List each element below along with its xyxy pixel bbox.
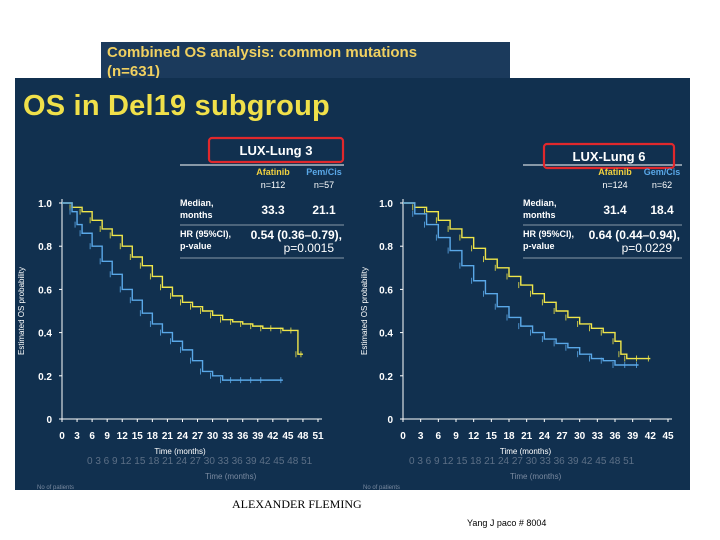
background-slide-title: Combined OS analysis: common mutations (… — [107, 43, 507, 81]
chart1-xtick-label: 42 — [267, 431, 279, 442]
chart1-xtick-label: 6 — [89, 431, 95, 442]
chart1-arm2-median: 21.1 — [312, 203, 336, 217]
chart1-xtick-label: 39 — [252, 431, 264, 442]
chart1-xtick-label: 9 — [104, 431, 110, 442]
chart2-xtick-label: 21 — [521, 431, 533, 442]
chart2-ytick-label: 0.8 — [379, 242, 393, 253]
caption-right: Yang J paco # 8004 — [467, 518, 547, 528]
chart1-arm2-name: Pem/Cis — [306, 167, 342, 177]
chart2-arm2-n: n=62 — [652, 180, 672, 190]
chart2-xtick-label: 0 — [400, 431, 406, 442]
chart2-xtick-label: 36 — [609, 431, 621, 442]
chart2-highlight-box — [542, 142, 676, 170]
chart1-trial-name: LUX-Lung 3 — [240, 143, 313, 158]
chart2-hr-label-p: p-value — [523, 241, 555, 251]
chart1-xtick-label: 45 — [282, 431, 294, 442]
page-title: OS in Del19 subgroup — [23, 90, 330, 122]
chart2-ylabel: Estimated OS probability — [360, 267, 369, 355]
chart2-arm1-name: Afatinib — [598, 167, 632, 177]
chart2-arm2-name: Gem/Cis — [644, 167, 681, 177]
chart2-median-label: Median, — [523, 198, 557, 208]
chart1-xtick-label: 21 — [162, 431, 174, 442]
chart1-arm1-median: 33.3 — [261, 203, 285, 217]
chart2-hr-label: HR (95%CI), — [523, 229, 574, 239]
chart2-series-afatinib-line — [403, 202, 651, 360]
chart2-trial-name: LUX-Lung 6 — [573, 149, 646, 164]
chart2-xtick-label: 6 — [436, 431, 442, 442]
bg-xlabel-right: Time (months) — [510, 472, 562, 481]
chart2-ytick-label: 0.6 — [379, 285, 393, 296]
chart1-ytick-label: 0.8 — [38, 242, 52, 253]
background-slide-header — [101, 42, 510, 82]
chart1-hr-label: HR (95%CI), — [180, 229, 231, 239]
bg-xlabel-left: Time (months) — [205, 472, 257, 481]
chart2-series-chemo-line — [403, 202, 639, 366]
bg-no-patients-left: No of patients — [37, 485, 74, 490]
chart2-median-label-unit: months — [523, 210, 556, 220]
background-title-line2: (n=631) — [107, 63, 160, 80]
chart1-xtick-label: 24 — [177, 431, 189, 442]
chart1-xtick-label: 15 — [132, 431, 144, 442]
chart1-hr-label-p: p-value — [180, 241, 212, 251]
chart2-xtick-label: 27 — [556, 431, 568, 442]
chart1-ytick-label: 0.6 — [38, 285, 52, 296]
chart1-median-label: Median, — [180, 198, 214, 208]
chart2-ytick-label: 1.0 — [379, 199, 393, 210]
bg-xticks-left: 0 3 6 9 12 15 18 21 24 27 30 33 36 39 42… — [87, 456, 313, 467]
chart2-xtick-label: 9 — [453, 431, 459, 442]
chart1-xtick-label: 18 — [147, 431, 159, 442]
chart1-ytick-label: 1.0 — [38, 199, 52, 210]
chart1-ytick-label: 0.4 — [38, 329, 52, 340]
chart1-xtick-label: 3 — [74, 431, 80, 442]
chart1-hr-value: 0.54 (0.36–0.79), — [251, 228, 342, 242]
chart1-xtick-label: 30 — [207, 431, 219, 442]
chart1-xtick-label: 33 — [222, 431, 234, 442]
chart2-xtick-label: 39 — [627, 431, 639, 442]
chart2-arm1-median: 31.4 — [603, 203, 627, 217]
chart1-xtick-label: 36 — [237, 431, 249, 442]
chart1-arm1-name: Afatinib — [256, 167, 290, 177]
chart2-xtick-label: 30 — [574, 431, 586, 442]
chart2-xtick-label: 33 — [592, 431, 604, 442]
chart1-ytick-label: 0.2 — [38, 372, 52, 383]
chart2-ytick-label: 0.4 — [379, 329, 393, 340]
chart1-highlight-box — [207, 136, 345, 164]
chart2-xtick-label: 3 — [418, 431, 424, 442]
chart2-p-value: p=0.0229 — [622, 241, 673, 255]
bg-no-patients-right: No of patients — [363, 485, 400, 490]
chart1-series-chemo-line — [62, 202, 283, 381]
chart2-arm1-n: n=124 — [602, 180, 627, 190]
chart2-ytick-label: 0 — [387, 415, 393, 426]
chart2-hr-value: 0.64 (0.44–0.94), — [589, 228, 680, 242]
chart1-xtick-label: 48 — [297, 431, 309, 442]
background-title-line1: Combined OS analysis: common mutations — [107, 44, 418, 61]
chart1-arm2-n: n=57 — [314, 180, 334, 190]
chart2-xtick-label: 12 — [468, 431, 480, 442]
chart1-xtick-label: 0 — [59, 431, 65, 442]
chart1-series-afatinib-line — [62, 202, 303, 355]
chart2-xtick-label: 15 — [486, 431, 498, 442]
chart2-xtick-label: 24 — [539, 431, 551, 442]
chart1-arm1-n: n=112 — [261, 180, 286, 190]
chart1-xlabel: Time (months) — [154, 447, 206, 456]
chart1-xtick-label: 12 — [117, 431, 129, 442]
chart2-ytick-label: 0.2 — [379, 372, 393, 383]
chart2-xtick-label: 18 — [503, 431, 515, 442]
chart1-xtick-label: 27 — [192, 431, 204, 442]
chart2-xlabel: Time (months) — [500, 447, 552, 456]
slide-panel: OS in Del19 subgroup 0 3 6 9 12 15 18 21… — [15, 78, 690, 490]
chart1-median-label-unit: months — [180, 210, 213, 220]
chart2-xtick-label: 42 — [645, 431, 657, 442]
chart2-xtick-label: 45 — [662, 431, 674, 442]
caption-left: ALEXANDER FLEMING — [232, 497, 362, 511]
bg-xticks-right: 0 3 6 9 12 15 18 21 24 27 30 33 36 39 42… — [409, 456, 635, 467]
chart1-ytick-label: 0 — [46, 415, 52, 426]
chart1-p-value: p=0.0015 — [284, 241, 335, 255]
chart1-xtick-label: 51 — [312, 431, 324, 442]
chart2-arm2-median: 18.4 — [650, 203, 674, 217]
chart1-ylabel: Estimated OS probability — [17, 267, 26, 355]
km-charts: 0 3 6 9 12 15 18 21 24 27 30 33 36 39 42… — [17, 136, 682, 490]
